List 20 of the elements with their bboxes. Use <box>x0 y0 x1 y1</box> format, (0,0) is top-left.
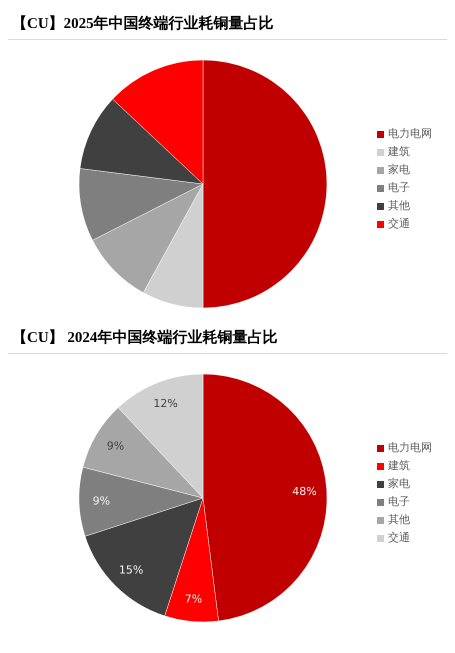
legend-label: 其他 <box>388 512 410 528</box>
legend-label: 电力电网 <box>388 440 432 456</box>
data-label: 12% <box>153 396 178 410</box>
chart-title: 【CU】2025年中国终端行业耗铜量占比 <box>8 8 447 40</box>
chart-title: 【CU】 2024年中国终端行业耗铜量占比 <box>8 322 447 354</box>
legend-label: 家电 <box>388 476 410 492</box>
legend-label: 建筑 <box>388 144 410 160</box>
data-label: 9% <box>106 440 124 453</box>
legend-label: 电力电网 <box>388 126 432 142</box>
legend-label: 建筑 <box>388 458 410 474</box>
data-label: 15% <box>118 563 144 576</box>
legend-label: 交通 <box>388 216 410 232</box>
legend-label: 家电 <box>388 162 410 178</box>
legend-label: 电子 <box>388 494 410 510</box>
data-label: 7% <box>184 592 202 606</box>
data-label: 9% <box>92 494 110 508</box>
legend-label: 电子 <box>388 180 410 196</box>
data-label: 48% <box>292 485 317 498</box>
legend-label: 其他 <box>388 198 410 214</box>
legend-label: 交通 <box>388 530 410 546</box>
